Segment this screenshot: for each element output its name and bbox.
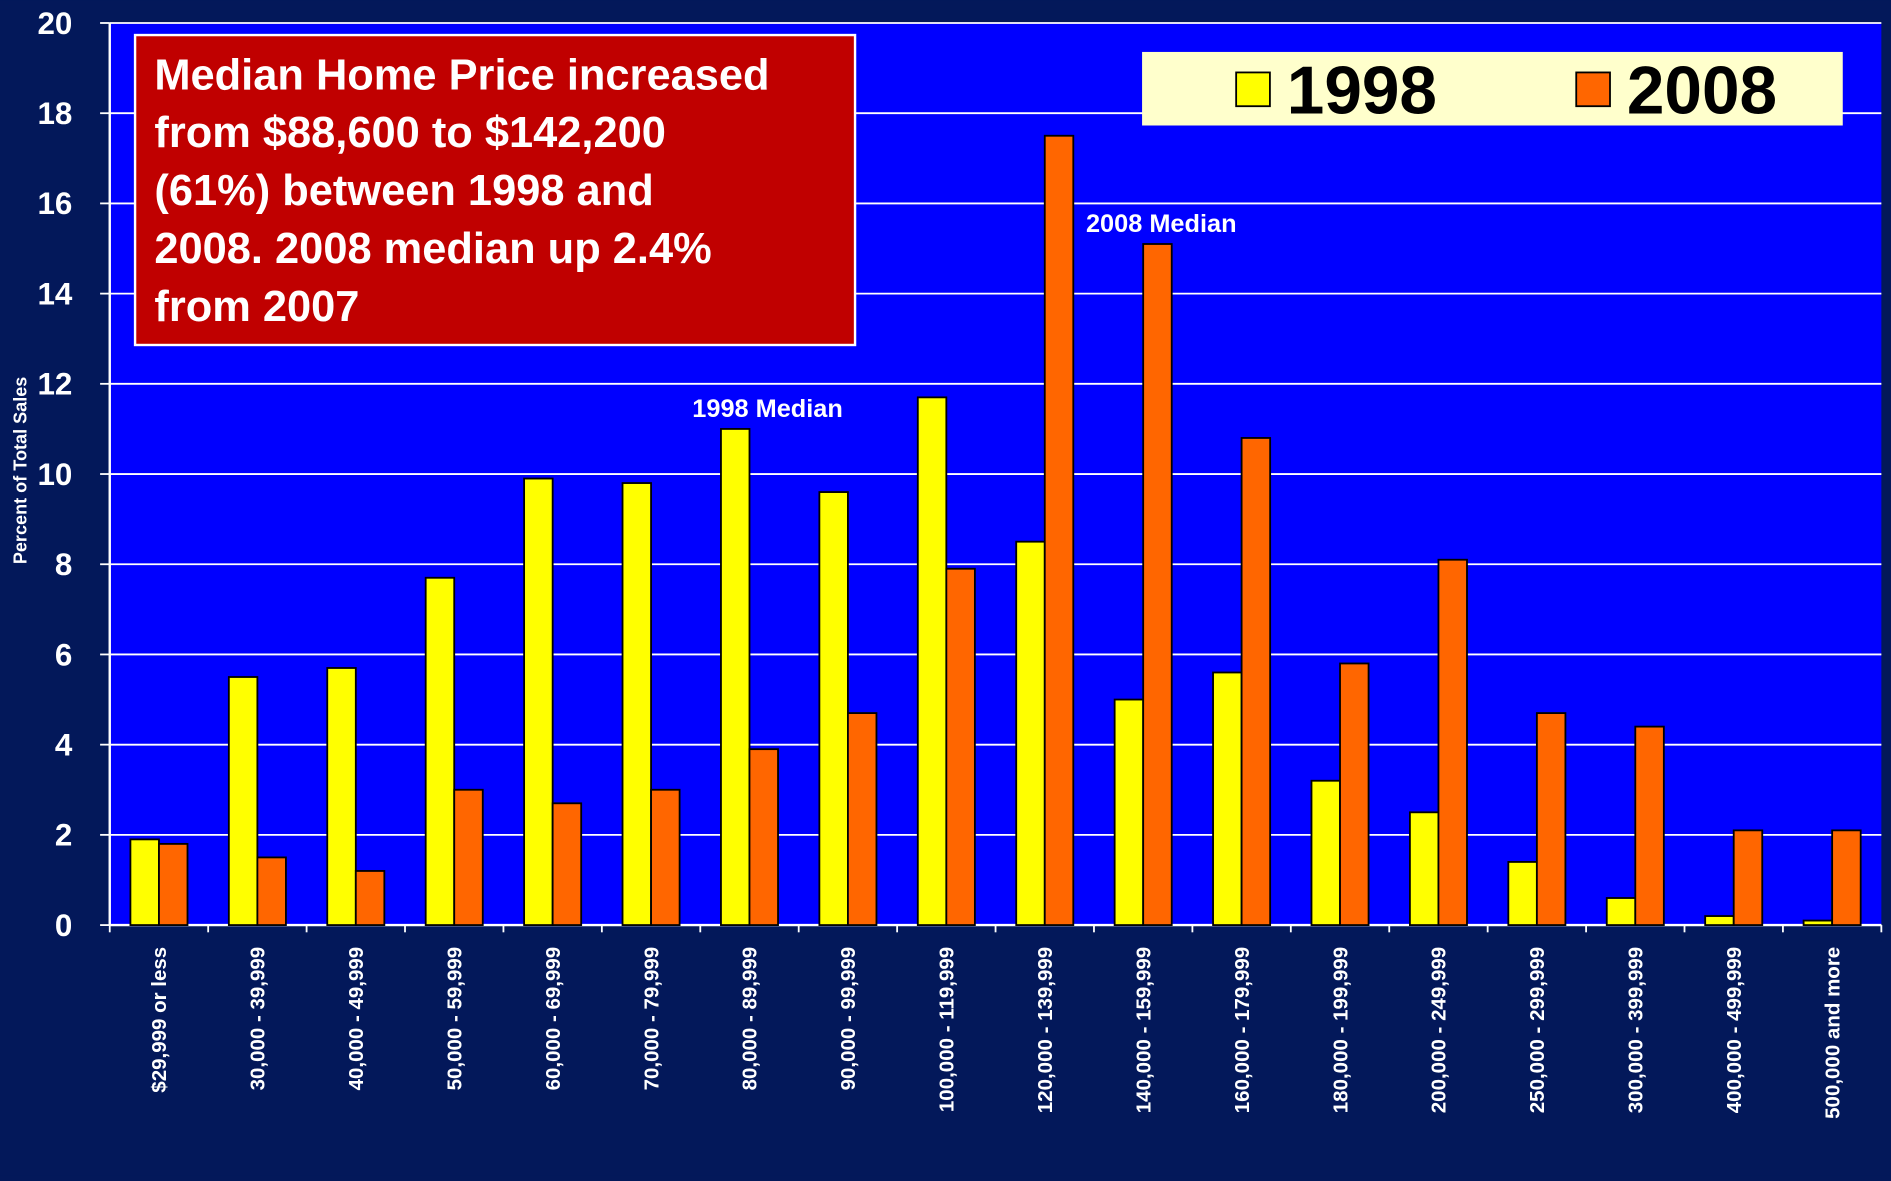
bar [1535, 712, 1567, 926]
bar [1732, 829, 1764, 926]
bar [354, 870, 386, 926]
bar [453, 788, 484, 926]
x-tick-label: 400,000 - 499,999 [1723, 947, 1746, 1113]
x-tick-label: 60,000 - 69,999 [542, 947, 565, 1091]
y-tick-label: 10 [37, 457, 72, 492]
x-tick-label: 50,000 - 59,999 [443, 947, 466, 1091]
bar [916, 396, 948, 926]
bar [945, 567, 976, 926]
text-box-line: from 2007 [154, 283, 359, 331]
annotation: 2008 Median [1086, 210, 1237, 238]
bar [551, 802, 583, 926]
x-tick-label: 180,000 - 199,999 [1329, 947, 1352, 1113]
x-tick-label: 200,000 - 249,999 [1428, 947, 1451, 1113]
y-tick-label: 2 [55, 818, 72, 853]
bar [1142, 243, 1173, 926]
bar [720, 428, 751, 926]
legend-label: 1998 [1287, 53, 1437, 128]
x-tick-label: $29,999 or less [148, 947, 171, 1093]
bar [1015, 540, 1046, 926]
bar [1409, 811, 1440, 926]
bar [256, 856, 287, 926]
bar [1507, 861, 1538, 926]
bar [1831, 829, 1862, 926]
y-tick-label: 8 [55, 547, 72, 582]
x-tick-label: 250,000 - 299,999 [1526, 947, 1549, 1113]
bar [748, 748, 779, 926]
legend-swatch [1235, 71, 1271, 108]
x-tick-label: 30,000 - 39,999 [247, 947, 270, 1091]
y-tick-label: 14 [37, 276, 72, 311]
bar [1113, 698, 1145, 926]
x-tick-label: 70,000 - 79,999 [640, 947, 663, 1091]
bar [1437, 558, 1468, 926]
bar [1043, 134, 1075, 926]
y-tick-label: 6 [55, 637, 72, 672]
bar [1605, 897, 1637, 926]
bar [1339, 662, 1370, 926]
text-box-line: from $88,600 to $142,200 [154, 109, 666, 157]
bar [227, 676, 259, 926]
bar [818, 491, 849, 926]
y-tick-label: 20 [37, 6, 72, 41]
y-tick-label: 16 [37, 186, 72, 221]
bar [158, 842, 189, 926]
y-tick-label: 18 [37, 96, 72, 131]
x-tick-label: 100,000 - 119,999 [936, 947, 959, 1112]
x-tick-label: 500,000 and more [1821, 947, 1844, 1119]
legend-swatch [1575, 71, 1611, 108]
bar [847, 712, 878, 926]
x-tick-label: 300,000 - 399,999 [1625, 947, 1648, 1113]
bar [129, 838, 160, 926]
bar [326, 667, 357, 926]
text-box [133, 33, 857, 347]
text-box-line: Median Home Price increased [154, 51, 769, 99]
legend-label: 2008 [1627, 53, 1777, 128]
bar [1802, 919, 1834, 926]
annotation: 1998 Median [692, 395, 843, 423]
y-tick-label: 4 [55, 728, 73, 763]
x-tick-label: 40,000 - 49,999 [345, 947, 368, 1091]
y-tick-label: 0 [55, 908, 72, 943]
bar [1212, 671, 1243, 926]
y-axis-label: Percent of Total Sales [11, 377, 31, 565]
x-tick-label: 160,000 - 179,999 [1231, 947, 1254, 1113]
text-box-line: (61%) between 1998 and [154, 167, 653, 215]
bar [424, 576, 456, 926]
bar [621, 482, 652, 926]
bar [1704, 915, 1735, 926]
bar [1634, 725, 1665, 926]
text-box-line: 2008. 2008 median up 2.4% [154, 225, 711, 273]
bar [1310, 779, 1341, 926]
x-tick-label: 80,000 - 89,999 [739, 947, 762, 1091]
x-tick-label: 90,000 - 99,999 [837, 947, 860, 1091]
bar [523, 477, 554, 926]
bar [1240, 437, 1272, 926]
x-tick-label: 120,000 - 139,999 [1034, 947, 1057, 1113]
x-tick-label: 140,000 - 159,999 [1132, 947, 1155, 1113]
y-tick-label: 12 [37, 367, 72, 402]
bar [650, 788, 681, 926]
